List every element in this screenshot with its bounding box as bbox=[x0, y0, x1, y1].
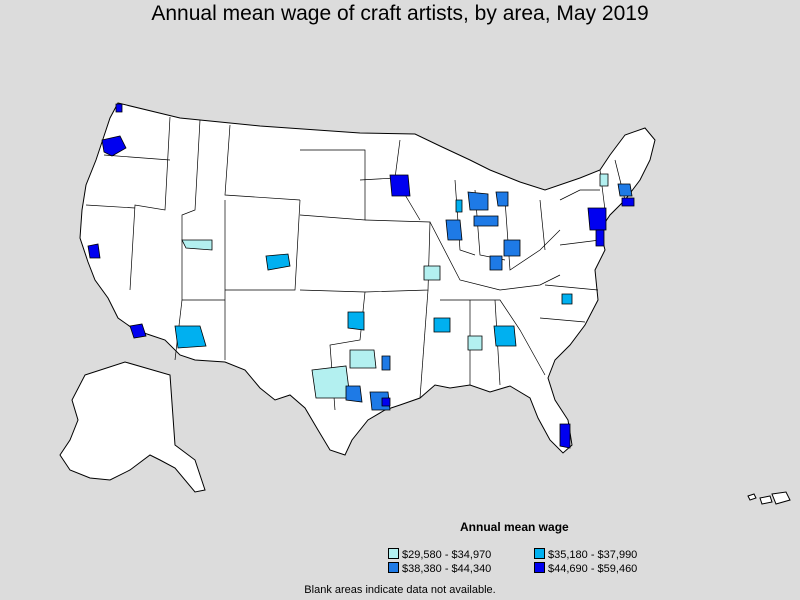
area-boston bbox=[617, 183, 633, 197]
area-regions bbox=[87, 103, 635, 449]
area-albuquerque bbox=[347, 311, 365, 331]
area-houston-core bbox=[381, 397, 391, 407]
area-chicago bbox=[445, 219, 463, 241]
area-birmingham bbox=[467, 335, 483, 351]
area-austin bbox=[345, 385, 363, 403]
footnote: Blank areas indicate data not available. bbox=[304, 584, 496, 596]
legend-title: Annual mean wage bbox=[460, 520, 569, 534]
legend-swatch-3 bbox=[388, 562, 399, 573]
legend-label-3: $38,380 - $44,340 bbox=[402, 563, 492, 575]
area-portland bbox=[101, 135, 127, 157]
area-newyork bbox=[587, 207, 607, 231]
area-seattle bbox=[115, 103, 123, 113]
area-phoenix bbox=[174, 325, 207, 349]
area-saltlake bbox=[181, 239, 213, 251]
area-detroit bbox=[495, 191, 509, 207]
area-shreveport bbox=[381, 355, 391, 371]
legend-label-2: $35,180 - $37,990 bbox=[548, 549, 638, 561]
legend-label-1: $29,580 - $34,970 bbox=[402, 549, 492, 561]
hawaii-islands bbox=[747, 491, 791, 505]
area-minneapolis bbox=[389, 174, 411, 197]
area-milwaukee bbox=[455, 199, 463, 213]
legend-label-4: $44,690 - $59,460 bbox=[548, 563, 638, 575]
legend-swatch-1 bbox=[388, 548, 399, 559]
area-miami bbox=[559, 423, 571, 449]
area-memphis bbox=[433, 317, 451, 333]
area-sanfrancisco bbox=[87, 243, 101, 259]
legend-item-3: $38,380 - $44,340 bbox=[388, 562, 491, 575]
area-newjersey bbox=[595, 229, 605, 247]
contiguous-us bbox=[79, 102, 656, 456]
area-michigan-west bbox=[467, 191, 489, 211]
legend-swatch-4 bbox=[534, 562, 545, 573]
map-title: Annual mean wage of craft artists, by ar… bbox=[151, 2, 649, 25]
legend-item-4: $44,690 - $59,460 bbox=[534, 562, 637, 575]
area-vermont bbox=[599, 173, 609, 187]
area-ohio bbox=[503, 239, 521, 257]
legend-item-1: $29,580 - $34,970 bbox=[388, 548, 491, 561]
area-indiana bbox=[473, 215, 499, 227]
alaska bbox=[59, 361, 206, 493]
area-denver bbox=[265, 253, 291, 271]
legend-item-2: $35,180 - $37,990 bbox=[534, 548, 637, 561]
legend-swatch-2 bbox=[534, 548, 545, 559]
area-dallas bbox=[349, 349, 377, 369]
area-westtexas bbox=[311, 365, 351, 399]
area-raleigh bbox=[561, 293, 573, 305]
area-losangeles bbox=[129, 323, 147, 339]
state-borders bbox=[85, 116, 626, 411]
area-louisville bbox=[489, 255, 503, 271]
area-kansascity bbox=[423, 265, 441, 281]
area-atlanta bbox=[493, 325, 517, 347]
area-providence bbox=[621, 197, 635, 207]
